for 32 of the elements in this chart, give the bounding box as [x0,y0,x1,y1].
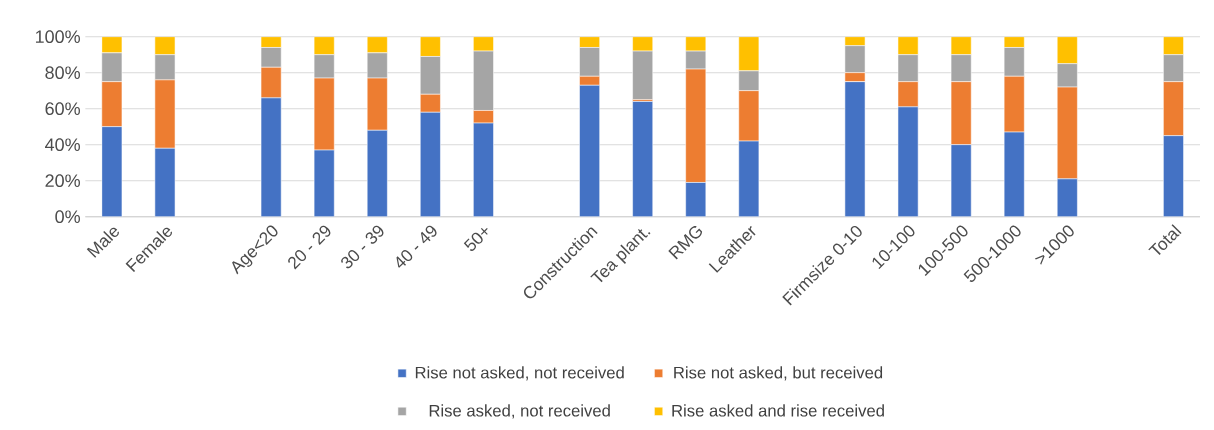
y-tick-label: 0% [55,210,80,224]
bar [897,106,919,217]
x-tick-label: 30 - 39 [341,225,384,269]
bar [420,112,441,217]
y-tick-label: 60% [45,102,80,116]
y-tick-label: 20% [45,174,80,188]
bar [579,85,600,217]
bar [738,36,760,72]
bar [1056,178,1078,217]
x-tick-label: 50+ [463,227,488,251]
bar [1056,36,1078,64]
legend-label: Rise asked and rise received [672,404,884,417]
x-tick-label: 20 - 29 [288,225,331,270]
bar [1003,131,1025,217]
bar [473,122,494,217]
x-tick-label: 40 - 49 [396,225,437,268]
y-tick-label: 100% [35,30,80,44]
legend-label: Rise not asked, not received [415,366,624,381]
bar [101,126,123,217]
legend-label: Rise asked, not received [429,404,610,419]
y-tick-label: 80% [45,66,80,80]
bar [260,97,282,217]
bar [632,101,654,217]
bar [420,36,441,57]
bar [950,144,972,217]
bar [738,140,760,217]
bar [685,182,707,217]
y-tick-label: 40% [45,138,80,152]
legend-label: Rise not asked, but received [674,366,883,381]
bar [313,149,335,217]
bar [366,130,388,217]
bar [1163,135,1184,217]
